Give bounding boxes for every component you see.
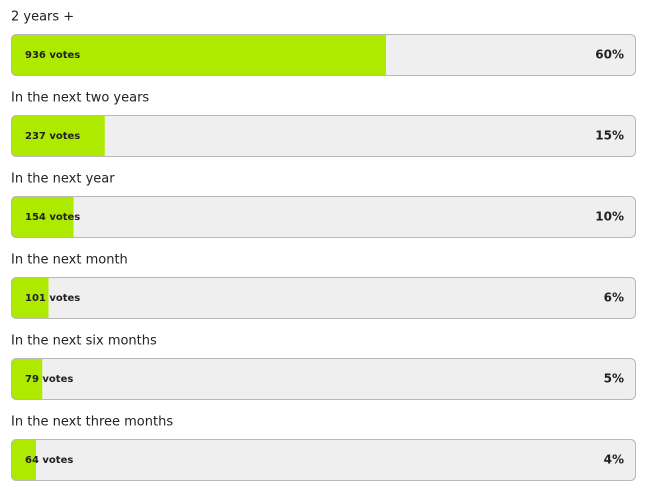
bar-track	[11, 115, 636, 157]
bar	[11, 277, 49, 319]
votes-label: 79 votes	[25, 374, 73, 385]
votes-label: 936 votes	[25, 50, 80, 61]
option-label: In the next month	[11, 253, 128, 268]
option-label: In the next six months	[11, 334, 157, 349]
bar-track	[11, 358, 636, 400]
bar-border	[11, 277, 636, 319]
bar	[11, 439, 36, 481]
option-label: In the next three months	[11, 415, 173, 430]
votes-label: 101 votes	[25, 293, 80, 304]
bar-border	[11, 358, 636, 400]
option-label: 2 years +	[11, 10, 74, 25]
option-label: In the next two years	[11, 91, 149, 106]
value-label: 15%	[595, 129, 624, 143]
bar-track	[11, 439, 636, 481]
votes-label: 237 votes	[25, 131, 80, 142]
bar-track	[11, 277, 636, 319]
bar-border	[11, 439, 636, 481]
value-label: 4%	[604, 453, 624, 467]
bar-track	[11, 196, 636, 238]
bar	[11, 115, 105, 157]
value-label: 6%	[604, 291, 624, 305]
value-label: 60%	[595, 48, 624, 62]
votes-label: 154 votes	[25, 212, 80, 223]
value-label: 10%	[595, 210, 624, 224]
bar-border	[11, 115, 636, 157]
bar-border	[11, 34, 636, 76]
option-label: In the next year	[11, 172, 115, 187]
bar	[11, 358, 43, 400]
bar-border	[11, 196, 636, 238]
value-label: 5%	[604, 372, 624, 386]
votes-label: 64 votes	[25, 455, 73, 466]
bar	[11, 196, 74, 238]
bar	[11, 34, 386, 76]
